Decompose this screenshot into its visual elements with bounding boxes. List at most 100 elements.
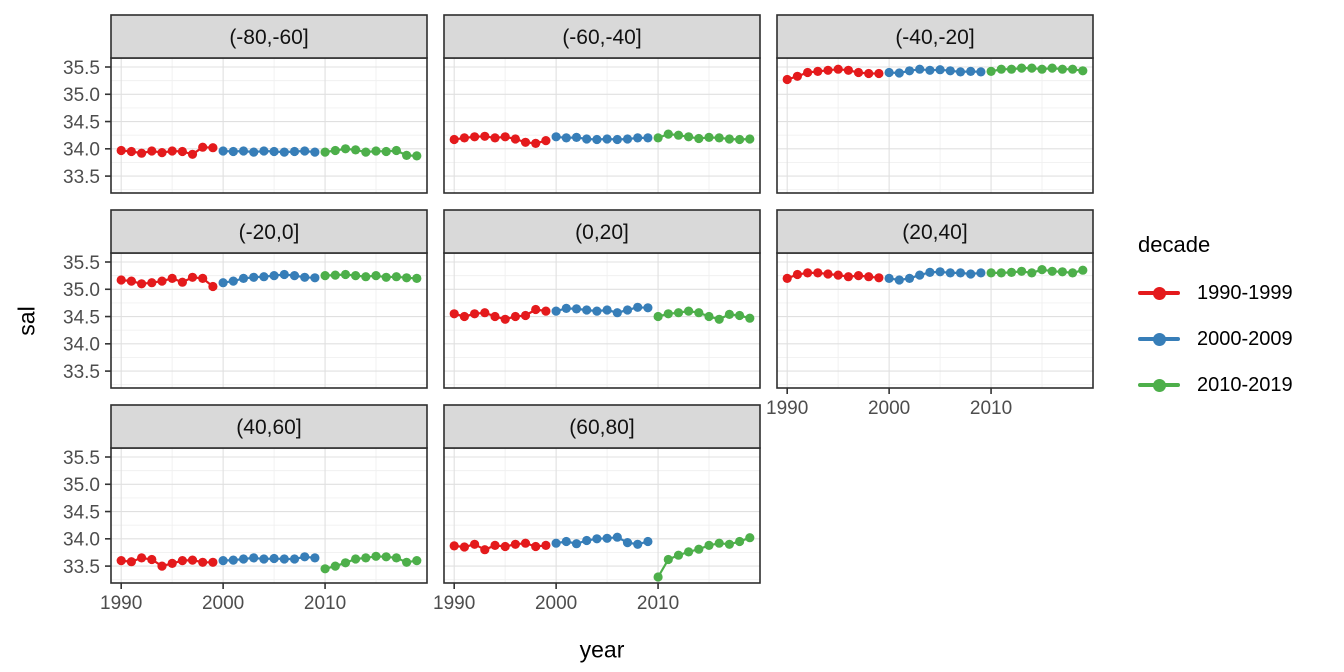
y-tick-label: 35.0 [63,475,100,496]
data-point [459,542,469,552]
facet-(-40,-20]: (-40,-20] [776,14,1094,194]
data-point [137,148,147,158]
data-point [500,314,510,324]
y-tick-label: 33.5 [63,557,100,578]
data-point [490,540,500,551]
decade-line-1990-1999 [120,276,214,288]
data-point [381,552,391,562]
data-point [745,134,755,144]
decade-line-1990-1999 [453,308,547,321]
x-tick-label: 1990 [100,593,142,614]
decade-line-1990-1999 [453,542,547,551]
facet-strip [443,404,761,449]
data-point [561,303,571,313]
data-point [996,268,1006,278]
data-point [724,309,735,319]
data-point [935,267,945,277]
facet-panel [444,448,760,583]
facet-strip [776,209,1094,254]
data-point [823,65,833,75]
y-tick-label: 33.5 [63,362,100,383]
data-point [803,268,813,278]
data-point [602,134,612,144]
data-point [167,146,177,156]
facet-strip-label: (60,80] [569,416,634,439]
data-point [340,558,351,568]
data-point [1057,64,1067,74]
data-point [714,133,724,143]
facet-panel [111,58,427,193]
data-point [541,540,551,551]
data-point [1057,267,1067,277]
data-point [673,308,684,318]
data-point [694,133,704,144]
decade-line-2010-2019 [657,310,751,321]
data-point [510,134,520,144]
decade-line-2010-2019 [324,147,418,157]
data-point [602,533,612,543]
data-point [157,561,167,571]
data-point [361,553,371,563]
decade-line-2010-2019 [990,67,1084,73]
legend-entry: 2000-2009 [1138,328,1338,350]
decade-line-2010-2019 [657,536,751,579]
data-point [724,134,735,144]
data-point [116,275,126,285]
data-point [663,309,673,319]
data-point [551,306,561,316]
data-point [310,553,320,563]
data-point [976,67,986,77]
data-point [853,271,864,281]
data-point [643,303,653,313]
x-tick-label: 2000 [535,593,577,614]
data-point [449,134,459,145]
data-point [126,557,136,567]
data-point [945,268,955,278]
data-point [198,273,208,283]
data-point [520,310,531,321]
data-point [551,132,561,142]
data-point [167,558,177,569]
data-point [371,146,381,156]
facet-strip [110,209,428,254]
data-point [541,136,551,146]
data-point [792,269,803,280]
data-point [684,132,694,142]
data-point [724,539,735,549]
data-point [480,545,490,555]
data-point [208,281,218,292]
facet-(0,20]: (0,20] [443,209,761,389]
data-point [663,554,673,565]
data-point [1027,63,1037,73]
data-point [157,148,167,158]
data-point [612,308,622,318]
line-with-point-key-icon [1138,332,1180,346]
data-point [520,538,531,548]
legend-title: decade [1138,232,1211,257]
y-tick-label: 34.5 [63,307,100,328]
data-point [714,314,724,324]
data-point [259,272,269,282]
data-point [310,273,320,283]
data-point [571,304,582,314]
decade-line-2010-2019 [324,555,418,570]
legend-entry: 2010-2019 [1138,374,1338,396]
decade-line-2000-2009 [555,536,649,546]
data-point [673,130,684,140]
data-point [904,66,915,76]
data-point [976,268,986,278]
legend-entry-label: 1990-1999 [1197,281,1293,304]
decade-line-1990-1999 [786,68,880,81]
data-point [745,533,755,543]
data-point [894,275,904,285]
data-point [1047,266,1057,276]
facet-panel [444,253,760,388]
facet-(-80,-60]: (-80,-60] 33.5 34.0 34.5 35.0 35.5 [63,14,428,194]
data-point [361,272,371,282]
data-point [561,133,571,143]
data-point [884,67,894,78]
data-point [381,272,391,282]
facet-panel [777,58,1093,193]
data-point [490,311,500,322]
facet-strip-label: (-20,0] [239,221,300,244]
